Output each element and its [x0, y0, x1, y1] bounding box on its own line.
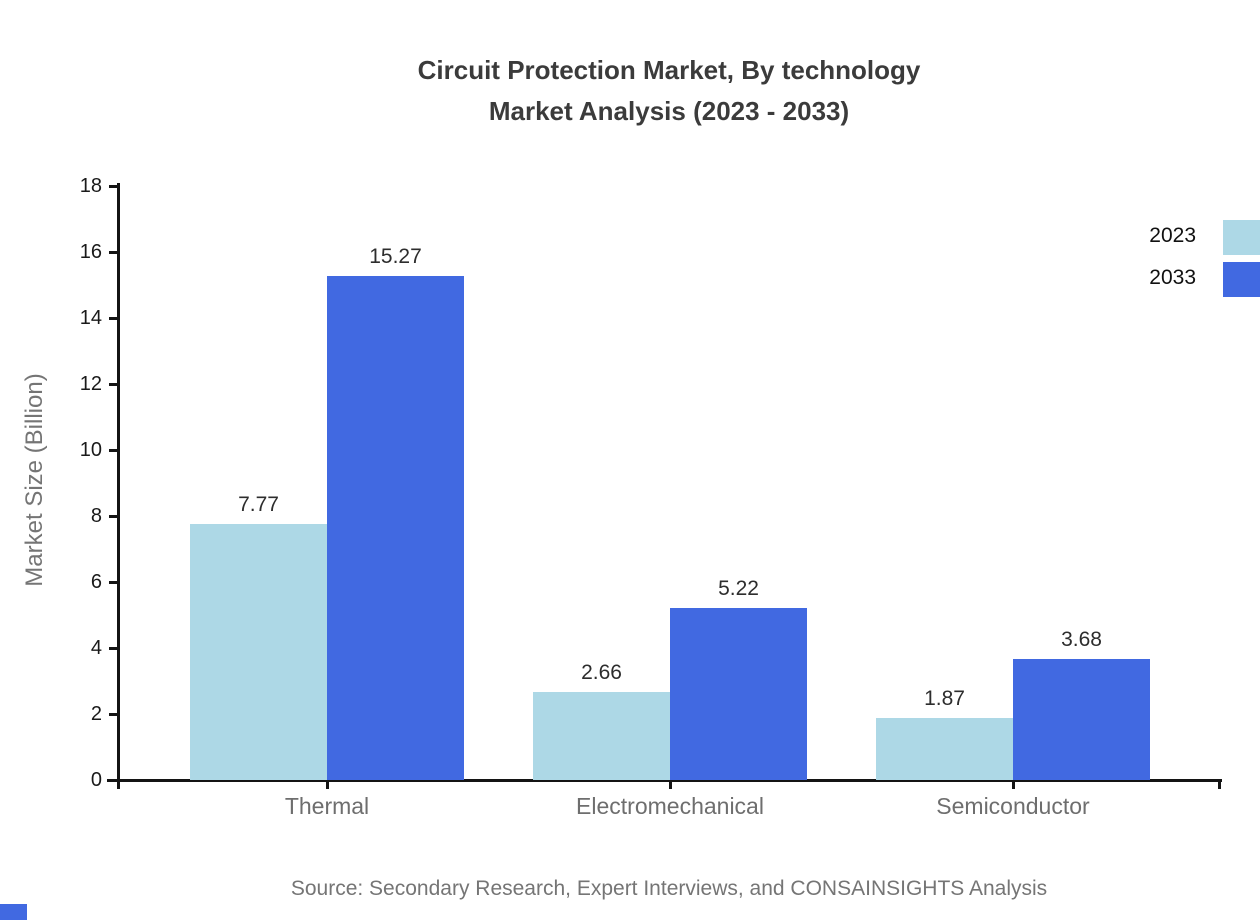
y-tick-label: 16 — [79, 241, 102, 263]
legend-label-2033: 2033 — [1149, 266, 1196, 289]
y-tick-label: 18 — [79, 175, 102, 197]
y-tick-mark — [109, 581, 118, 584]
y-tick-label: 10 — [79, 439, 102, 461]
x-tick-mark — [1012, 780, 1015, 789]
y-tick-mark — [109, 251, 118, 254]
x-axis-line — [107, 779, 1222, 782]
y-tick-mark — [109, 647, 118, 650]
bar-2033-Semiconductor — [1013, 659, 1150, 780]
y-tick-label: 0 — [90, 769, 102, 791]
y-axis-title: Market Size (Billion) — [21, 373, 48, 587]
legend-swatch-2023 — [1223, 220, 1260, 255]
bar-value-label: 15.27 — [369, 245, 422, 268]
y-tick-mark — [109, 317, 118, 320]
bar-value-label: 2.66 — [581, 661, 622, 684]
y-tick-mark — [109, 515, 118, 518]
y-tick-label: 12 — [79, 373, 102, 395]
category-label-thermal: Thermal — [284, 793, 370, 819]
chart-title-line1: Circuit Protection Market, By technology — [417, 55, 921, 85]
bar-2023-Thermal — [190, 524, 327, 780]
x-tick-mark — [326, 780, 329, 789]
y-tick-mark — [109, 383, 118, 386]
watermark-square — [0, 904, 27, 920]
y-tick-label: 14 — [79, 307, 102, 329]
y-tick-mark — [109, 185, 118, 188]
bar-2033-Thermal — [327, 276, 464, 780]
source-text: Source: Secondary Research, Expert Inter… — [290, 877, 1048, 900]
chart-title-line2: Market Analysis (2023 - 2033) — [488, 96, 850, 126]
category-label-semiconductor: Semiconductor — [936, 793, 1090, 819]
bar-value-label: 1.87 — [924, 687, 965, 710]
y-tick-mark — [109, 713, 118, 716]
x-tick-mark — [669, 780, 672, 789]
legend-swatch-2033 — [1223, 262, 1260, 297]
bar-value-label: 7.77 — [238, 493, 279, 516]
category-label-electromechanical: Electromechanical — [576, 793, 764, 819]
bar-value-label: 5.22 — [718, 577, 759, 600]
legend-label-2023: 2023 — [1149, 224, 1196, 247]
y-tick-label: 6 — [90, 571, 102, 593]
y-tick-mark — [109, 449, 118, 452]
y-tick-label: 4 — [90, 637, 102, 659]
bar-2023-Semiconductor — [876, 718, 1013, 780]
y-axis-line — [117, 183, 120, 789]
x-tick-mark — [1218, 780, 1221, 789]
bar-2023-Electromechanical — [533, 692, 670, 780]
chart-title: Circuit Protection Market, By technology… — [0, 50, 1260, 132]
y-tick-label: 2 — [90, 703, 102, 725]
bar-2033-Electromechanical — [670, 608, 807, 780]
y-tick-mark — [109, 779, 118, 782]
bar-value-label: 3.68 — [1061, 628, 1102, 651]
y-tick-label: 8 — [90, 505, 102, 527]
